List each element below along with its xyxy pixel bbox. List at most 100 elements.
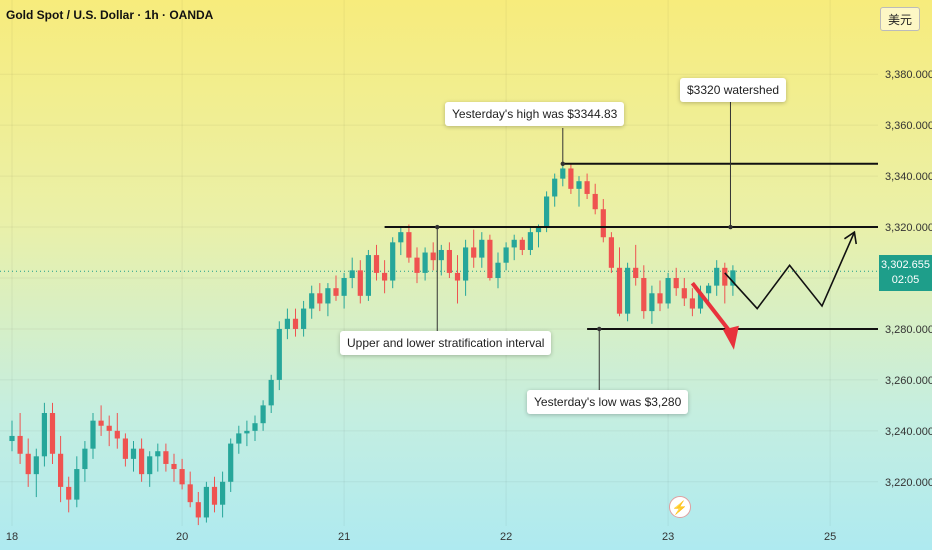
last-price: 3,302.655	[881, 259, 930, 271]
time-axis-tick-label: 22	[500, 531, 512, 543]
candle-up	[527, 232, 533, 250]
price-axis-tick-label: 3,320.000	[885, 222, 932, 234]
time-axis-tick-label: 20	[176, 531, 188, 543]
candle-down	[633, 267, 639, 278]
candle-up	[503, 247, 509, 263]
candle-down	[592, 193, 598, 210]
projection-arrowhead	[843, 230, 858, 245]
price-axis-tick-label: 3,360.000	[885, 120, 932, 132]
candle-up	[284, 318, 290, 329]
candle-up	[260, 405, 266, 424]
candle-down	[414, 257, 420, 273]
candle-down	[179, 469, 185, 485]
candle-down	[681, 288, 687, 299]
candle-up	[730, 270, 736, 286]
candle-up	[665, 278, 671, 304]
price-axis-tick-label: 3,220.000	[885, 477, 932, 489]
last-price-tag: 3,302.655 02:05	[879, 255, 932, 291]
candle-down	[373, 255, 380, 273]
candle-down	[317, 293, 323, 304]
candle-down	[406, 232, 412, 258]
candle-up	[714, 267, 720, 286]
candle-up	[325, 288, 331, 304]
currency-button[interactable]: 美元	[880, 7, 920, 31]
candle-up	[82, 448, 88, 470]
callout-stratification-interval[interactable]: Upper and lower stratification interval	[340, 331, 552, 355]
candle-up	[438, 249, 444, 261]
low-point	[597, 326, 602, 332]
candle-up	[495, 262, 501, 278]
lightning-icon[interactable]: ⚡	[669, 496, 691, 518]
candle-down	[722, 267, 728, 286]
projection-drawings	[690, 230, 858, 350]
candle-up	[706, 285, 712, 294]
callout-yesterday-low[interactable]: Yesterday's low was $3,280	[527, 390, 689, 414]
price-axis-tick-label: 3,340.000	[885, 171, 932, 183]
candle-up	[203, 486, 209, 518]
candle-down	[139, 448, 145, 475]
candle-down	[171, 463, 177, 470]
candle-up	[147, 456, 153, 475]
candle-up	[90, 420, 96, 449]
red-down-arrow-shaft	[690, 281, 733, 335]
candle-down	[430, 252, 436, 261]
candle-up	[398, 232, 404, 243]
candle-up	[268, 379, 274, 406]
candle-up	[552, 178, 558, 197]
candle-up	[349, 270, 355, 278]
candle-up	[560, 168, 566, 179]
candle-down	[66, 486, 72, 500]
bar-countdown: 02:05	[891, 274, 920, 286]
candle-down	[608, 237, 614, 268]
candle-up	[33, 456, 39, 475]
red-down-arrow-head	[722, 325, 739, 350]
price-axis-tick-label: 3,280.000	[885, 324, 932, 336]
candle-down	[211, 486, 218, 505]
candle-down	[292, 318, 299, 329]
candle-up	[463, 247, 469, 281]
candle-down	[454, 272, 461, 281]
callout-leaders	[436, 102, 731, 390]
candle-down	[163, 451, 169, 464]
candle-down	[58, 453, 64, 487]
candle-up	[535, 227, 542, 233]
candle-up	[236, 433, 242, 444]
candle-down	[616, 267, 623, 314]
candle-up	[422, 252, 428, 273]
candle-up	[130, 448, 137, 459]
time-axis-tick-label: 21	[338, 531, 350, 543]
price-axis-tick-label: 3,260.000	[885, 375, 932, 387]
candle-down	[519, 239, 525, 250]
time-axis-tick-label: 23	[662, 531, 674, 543]
horizontal-levels	[384, 161, 878, 332]
candle-down	[382, 272, 388, 281]
candle-up	[309, 293, 315, 309]
candle-down	[333, 288, 339, 296]
candle-down	[187, 484, 193, 503]
candle-down	[49, 413, 56, 454]
price-axis-tick-label: 3,380.000	[885, 69, 932, 81]
candle-up	[649, 293, 655, 312]
candle-up	[41, 413, 47, 457]
candle-up	[544, 196, 550, 228]
candle-down	[641, 278, 647, 312]
candle-down	[195, 502, 201, 518]
symbol-title[interactable]: Gold Spot / U.S. Dollar · 1h · OANDA	[6, 8, 214, 22]
candle-down	[657, 293, 663, 304]
candle-down	[357, 270, 363, 296]
candle-down	[98, 420, 104, 426]
callout-yesterday-high[interactable]: Yesterday's high was $3344.83	[445, 102, 625, 126]
time-axis-tick-label: 25	[824, 531, 836, 543]
candle-up	[252, 423, 258, 431]
candle-down	[106, 425, 112, 431]
candle-up	[625, 267, 631, 314]
candle-up	[511, 239, 517, 248]
candle-up	[244, 430, 250, 434]
candle-down	[487, 239, 493, 278]
projection-zigzag	[724, 231, 856, 310]
callout-watershed[interactable]: $3320 watershed	[680, 78, 787, 102]
candle-down	[114, 430, 120, 439]
time-axis[interactable]: 18 20 21 22 23 25	[6, 531, 836, 543]
candle-up	[74, 469, 80, 500]
